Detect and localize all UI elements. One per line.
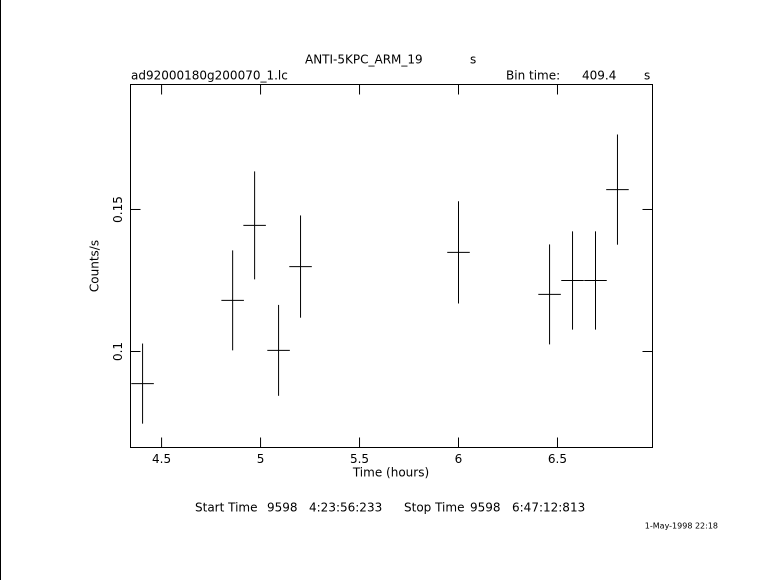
plot-frame [130, 84, 653, 448]
date-stamp: 1-May-1998 22:18 [645, 522, 718, 531]
x-tick-label: 5 [257, 452, 265, 466]
bin-time-label: Bin time: [506, 69, 560, 83]
start-time: 4:23:56:233 [309, 501, 382, 515]
x-axis-label: Time (hours) [352, 466, 429, 480]
stop-day: 9598 [470, 501, 501, 515]
stop-label: Stop Time [404, 501, 464, 515]
y-tick-label: 0.15 [111, 196, 125, 223]
x-tick-label: 6.5 [548, 452, 567, 466]
start-label: Start Time [195, 501, 258, 515]
stop-time: 6:47:12:813 [512, 501, 585, 515]
chart-title: ANTI-5KPC_ARM_19 [305, 53, 423, 67]
title-unit: s [470, 53, 476, 67]
y-axis-label: Counts/s [88, 240, 102, 292]
bin-time-unit: s [644, 69, 650, 83]
file-name: ad92000180g200070_1.lc [131, 69, 288, 83]
bin-time: 409.4 [582, 69, 616, 83]
y-tick-label: 0.1 [111, 342, 125, 361]
start-day: 9598 [267, 501, 298, 515]
x-tick-label: 6 [455, 452, 463, 466]
x-tick-label: 4.5 [152, 452, 171, 466]
x-tick-label: 5.5 [350, 452, 369, 466]
